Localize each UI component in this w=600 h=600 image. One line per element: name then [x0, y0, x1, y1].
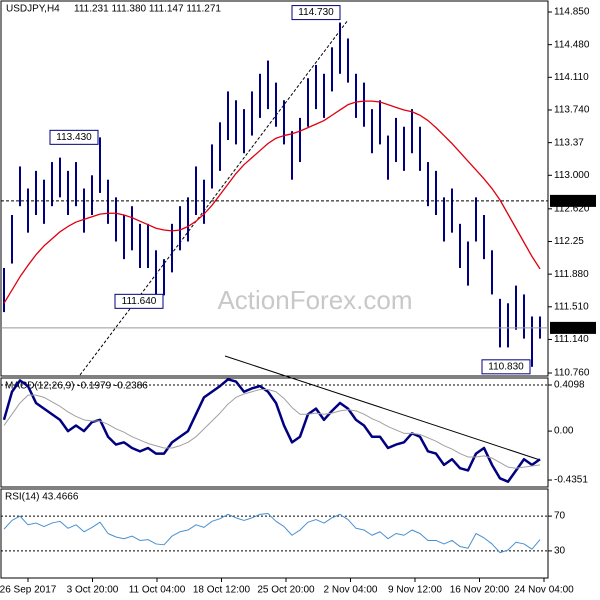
- x-tick-label: 3 Oct 20:00: [67, 585, 119, 596]
- y-tick-label: 114.110: [554, 72, 589, 83]
- y-tick-label: 111.880: [554, 269, 589, 280]
- macd-panel: [0, 377, 549, 488]
- x-tick-label: 18 Oct 12:00: [193, 585, 251, 596]
- x-tick-label: 24 Nov 04:00: [514, 585, 574, 596]
- y-tick-label: 0.4098: [554, 380, 585, 391]
- y-tick-label: 111.510: [554, 301, 589, 312]
- level-label: 112.710: [554, 196, 590, 207]
- last-price-box: [550, 321, 596, 334]
- x-tick-label: 11 Oct 04:00: [129, 585, 186, 596]
- watermark: ActionForex.com: [217, 285, 412, 315]
- x-tick-label: 9 Nov 12:00: [388, 585, 442, 596]
- annotation-label: 113.430: [56, 132, 92, 143]
- x-tick-label: 16 Nov 20:00: [450, 585, 510, 596]
- rsi-panel: [0, 488, 549, 579]
- y-tick-label: 0.00: [554, 426, 574, 437]
- macd-trend-line: [224, 355, 541, 461]
- symbol: USDJPY,H4: [6, 4, 60, 15]
- y-tick-label: 30: [554, 546, 566, 557]
- y-tick-label: 112.620: [554, 203, 590, 214]
- trend-line: [79, 19, 349, 376]
- y-tick-label: 114.480: [554, 39, 590, 50]
- annotation-box: [114, 293, 164, 309]
- annotation-box: [291, 5, 341, 21]
- y-tick-label: -0.4351: [554, 475, 588, 486]
- level-box: [550, 194, 596, 207]
- annotation-box: [481, 359, 531, 375]
- last-price-label: 111.271: [554, 323, 589, 334]
- annotation-label: 114.730: [298, 7, 334, 18]
- annotation-label: 111.640: [122, 296, 157, 307]
- price-panel: [0, 0, 549, 377]
- ohlc-readout: 111.231 111.380 111.147 111.271: [74, 4, 221, 15]
- y-tick-label: 111.140: [554, 334, 589, 345]
- annotation-box: [49, 129, 99, 145]
- y-tick-label: 114.850: [554, 7, 590, 18]
- indicator-line: [3, 388, 541, 469]
- x-tick-label: 2 Nov 04:00: [324, 585, 378, 596]
- y-tick-label: 113.740: [554, 105, 590, 116]
- x-tick-label: 25 Oct 20:00: [257, 585, 315, 596]
- indicator-line: [3, 512, 541, 554]
- rsi-title: RSI(14) 43.4666: [5, 492, 79, 503]
- x-tick-label: 26 Sep 2017: [0, 585, 57, 596]
- annotation-label: 110.830: [488, 361, 524, 372]
- y-tick-label: 112.25: [554, 236, 584, 247]
- macd-title: MACD(12,26,9) -0.1979 -0.2386: [5, 381, 148, 392]
- y-tick-label: 113.000: [554, 170, 590, 181]
- y-tick-label: 110.760: [554, 368, 590, 379]
- moving-average: [3, 100, 541, 304]
- indicator-line: [2, 378, 541, 483]
- y-tick-label: 70: [554, 511, 566, 522]
- y-tick-label: 113.37: [554, 137, 584, 148]
